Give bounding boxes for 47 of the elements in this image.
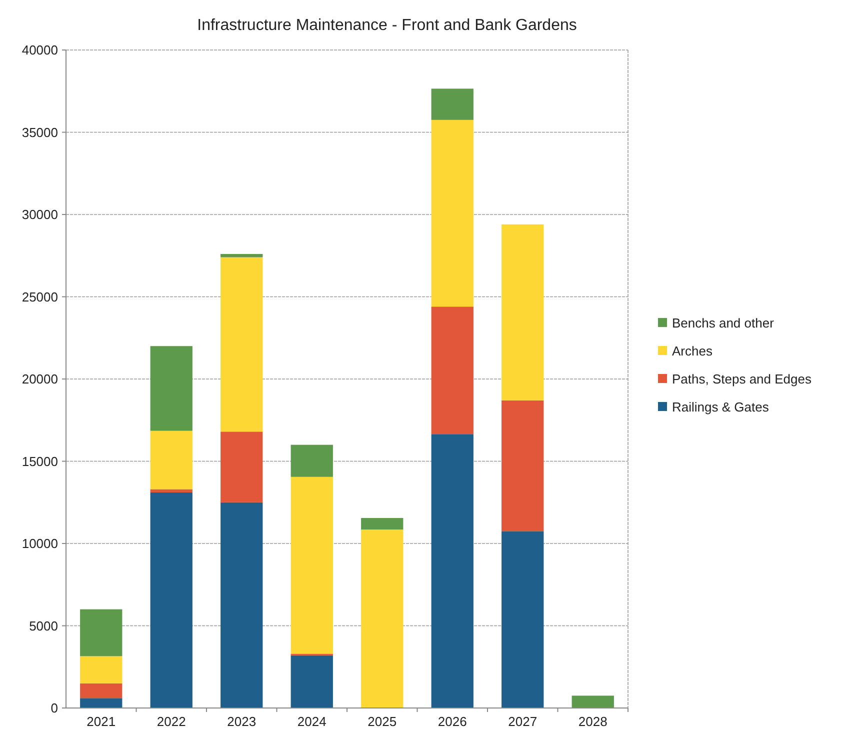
- x-tick-label: 2027: [508, 714, 538, 729]
- y-tick-label: 0: [50, 700, 58, 716]
- bar: [80, 656, 122, 684]
- bar: [220, 257, 263, 432]
- bar: [150, 489, 192, 493]
- chart-title: Infrastructure Maintenance - Front and Bank Gardens: [197, 17, 577, 34]
- x-tick-label: 2022: [156, 714, 186, 729]
- bar: [361, 530, 404, 708]
- legend-label: Arches: [672, 344, 713, 359]
- bar: [502, 224, 544, 400]
- bar: [80, 698, 122, 708]
- x-tick-label: 2025: [368, 714, 397, 729]
- y-tick-label: 25000: [22, 289, 58, 304]
- bar: [290, 476, 333, 654]
- bar: [220, 432, 263, 502]
- bar: [431, 306, 474, 434]
- bar: [150, 430, 192, 490]
- bar: [150, 492, 192, 708]
- bar: [431, 434, 474, 708]
- bar: [220, 254, 263, 258]
- y-tick-label: 35000: [22, 124, 58, 140]
- y-tick-label: 10000: [22, 536, 58, 552]
- bar: [290, 655, 333, 708]
- bar: [80, 609, 122, 656]
- y-tick-label: 20000: [22, 372, 58, 387]
- y-tick-label: 40000: [22, 42, 58, 58]
- x-tick-label: 2028: [578, 714, 608, 729]
- legend-label: Paths, Steps and Edges: [672, 372, 812, 387]
- x-tick-label: 2026: [438, 714, 467, 729]
- bar: [150, 346, 192, 431]
- bar: [220, 502, 263, 708]
- bar: [80, 683, 122, 698]
- legend-label: Benchs and other: [672, 316, 775, 331]
- y-tick-label: 30000: [22, 207, 58, 222]
- bar: [502, 400, 544, 532]
- bar: [502, 531, 544, 708]
- bar: [431, 120, 474, 307]
- bar: [431, 88, 474, 120]
- y-tick-label: 15000: [22, 454, 58, 469]
- bar: [572, 696, 614, 708]
- x-tick-label: 2024: [297, 714, 326, 729]
- legend-label: Railings & Gates: [672, 400, 770, 415]
- x-tick-label: 2023: [227, 714, 256, 729]
- y-tick-label: 5000: [29, 618, 58, 634]
- bar: [290, 444, 333, 477]
- bar: [361, 518, 404, 530]
- x-tick-label: 2021: [86, 714, 116, 729]
